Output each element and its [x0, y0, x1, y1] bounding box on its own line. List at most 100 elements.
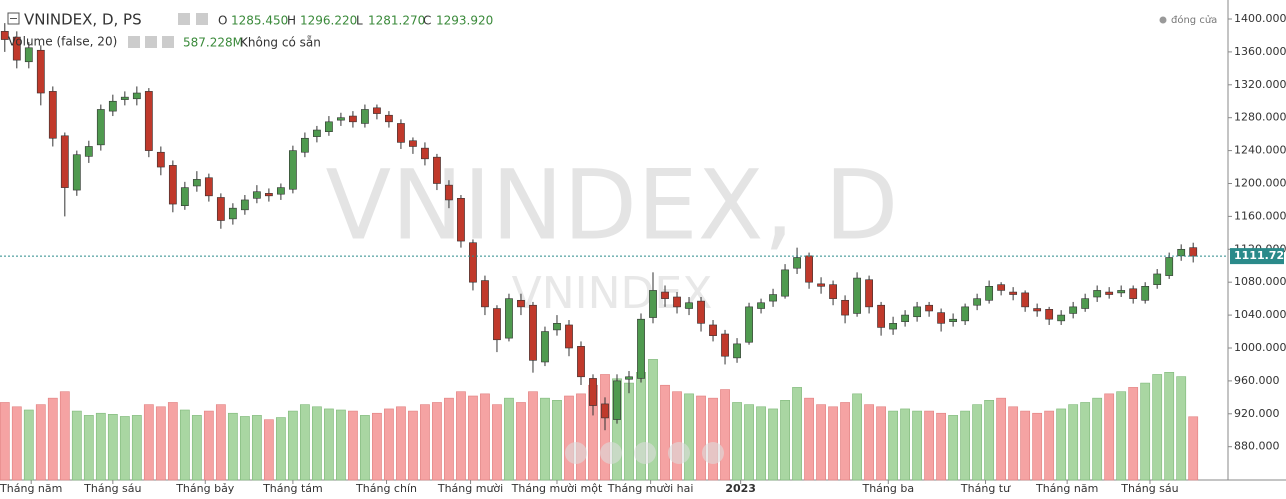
collapse-icon[interactable]: [7, 12, 20, 25]
volume-bar: [504, 397, 514, 481]
x-tick-label: Tháng sáu: [1120, 482, 1178, 495]
o-value: 1285.450: [231, 14, 288, 28]
candle-body: [745, 306, 753, 343]
candle-body: [1105, 291, 1114, 295]
candle-body: [313, 129, 321, 137]
candle-body: [120, 96, 129, 100]
volume-bar: [1176, 376, 1187, 481]
candle-body: [529, 304, 537, 361]
nav-buttons: [565, 442, 724, 464]
settings-icon[interactable]: [178, 13, 190, 25]
volume-bar: [996, 397, 1007, 481]
candle-body: [409, 140, 417, 147]
candle-body: [300, 137, 309, 153]
last-price-box: [1230, 248, 1284, 265]
candle-body: [625, 376, 633, 380]
candle-body: [997, 284, 1006, 291]
volume-bar: [348, 410, 358, 481]
candle-body: [12, 36, 21, 61]
x-tick-label: Tháng ba: [861, 482, 914, 495]
volume-layer: [0, 359, 1199, 481]
candle-layer: [0, 23, 1198, 431]
x-tick-label: Tháng bảy: [175, 482, 235, 495]
volume-bar: [1068, 404, 1079, 481]
volume-bar: [912, 410, 922, 481]
y-tick-label: 1360.000: [1234, 45, 1286, 58]
candle-body: [793, 257, 801, 269]
o-key: O: [218, 14, 227, 28]
settings-icon[interactable]: [196, 13, 208, 25]
volume-bar: [924, 410, 935, 481]
volume-bar: [131, 415, 142, 481]
candle-body: [661, 291, 669, 299]
volume-bar: [444, 397, 454, 481]
volume-bar: [468, 395, 478, 481]
y-tick-label: 1200.000: [1234, 176, 1286, 189]
candle-body: [228, 207, 237, 220]
volume-bar: [564, 395, 574, 481]
x-tick-label: Tháng mười một: [511, 482, 603, 495]
volume-bar: [852, 393, 862, 481]
volume-bar: [432, 402, 442, 481]
reset[interactable]: [634, 442, 656, 464]
volume-bar: [143, 404, 154, 481]
candle-body: [445, 184, 453, 201]
volume-bar: [576, 393, 586, 481]
candle-body: [337, 117, 345, 121]
settings-icon[interactable]: [128, 36, 140, 48]
volume-bar: [528, 391, 538, 481]
x-tick-label: Tháng mười hai: [607, 482, 694, 495]
candle-body: [697, 300, 705, 324]
volume-bar: [936, 412, 947, 481]
volume-bar: [191, 415, 202, 481]
y-tick-label: 1000.000: [1234, 341, 1286, 354]
volume-bar: [696, 395, 706, 481]
volume-title: Volume (false, 20): [8, 35, 117, 49]
candle-body: [180, 187, 189, 207]
volume-bar: [684, 393, 694, 481]
volume-bar: [275, 417, 286, 481]
volume-bar: [1104, 393, 1115, 481]
candle-body: [973, 298, 982, 306]
scroll-right[interactable]: [702, 442, 724, 464]
volume-bar: [492, 404, 502, 481]
volume-bar: [263, 419, 274, 481]
candle-body: [397, 123, 405, 143]
volume-bar: [756, 406, 766, 481]
candle-body: [156, 151, 165, 168]
candle-body: [24, 47, 33, 63]
candle-body: [252, 191, 261, 199]
candle-body: [144, 91, 153, 151]
volume-value: 587.228M: [183, 36, 243, 50]
volume-bar: [324, 408, 334, 481]
settings-icon[interactable]: [145, 36, 157, 48]
candle-body: [493, 308, 501, 341]
close-icon[interactable]: [162, 36, 174, 48]
candle-body: [433, 156, 441, 184]
volume-bar: [480, 393, 490, 481]
candle-body: [949, 318, 958, 322]
candle-body: [349, 115, 357, 123]
volume-bar: [239, 416, 250, 481]
candle-body: [853, 277, 861, 314]
x-tick-label: Tháng năm: [1035, 482, 1098, 495]
zoom-in[interactable]: [668, 442, 690, 464]
y-tick-label: 1320.000: [1234, 78, 1286, 91]
h-value: 1296.220: [300, 14, 357, 28]
x-tick-label: 2023: [725, 482, 756, 495]
volume-bar: [732, 402, 742, 481]
volume-bar: [972, 404, 983, 481]
scroll-left[interactable]: [565, 442, 587, 464]
candle-body: [841, 299, 849, 316]
candle-body: [709, 324, 717, 336]
volume-bar: [516, 402, 526, 481]
candle-body: [553, 323, 561, 331]
watermark-small: VNINDEX: [512, 268, 713, 319]
candle-body: [613, 380, 621, 420]
volume-bar: [804, 397, 814, 481]
volume-bar: [47, 397, 58, 481]
last-price-label: 1111.720: [1234, 249, 1286, 262]
candle-body: [1153, 273, 1162, 285]
zoom-out[interactable]: [600, 442, 622, 464]
